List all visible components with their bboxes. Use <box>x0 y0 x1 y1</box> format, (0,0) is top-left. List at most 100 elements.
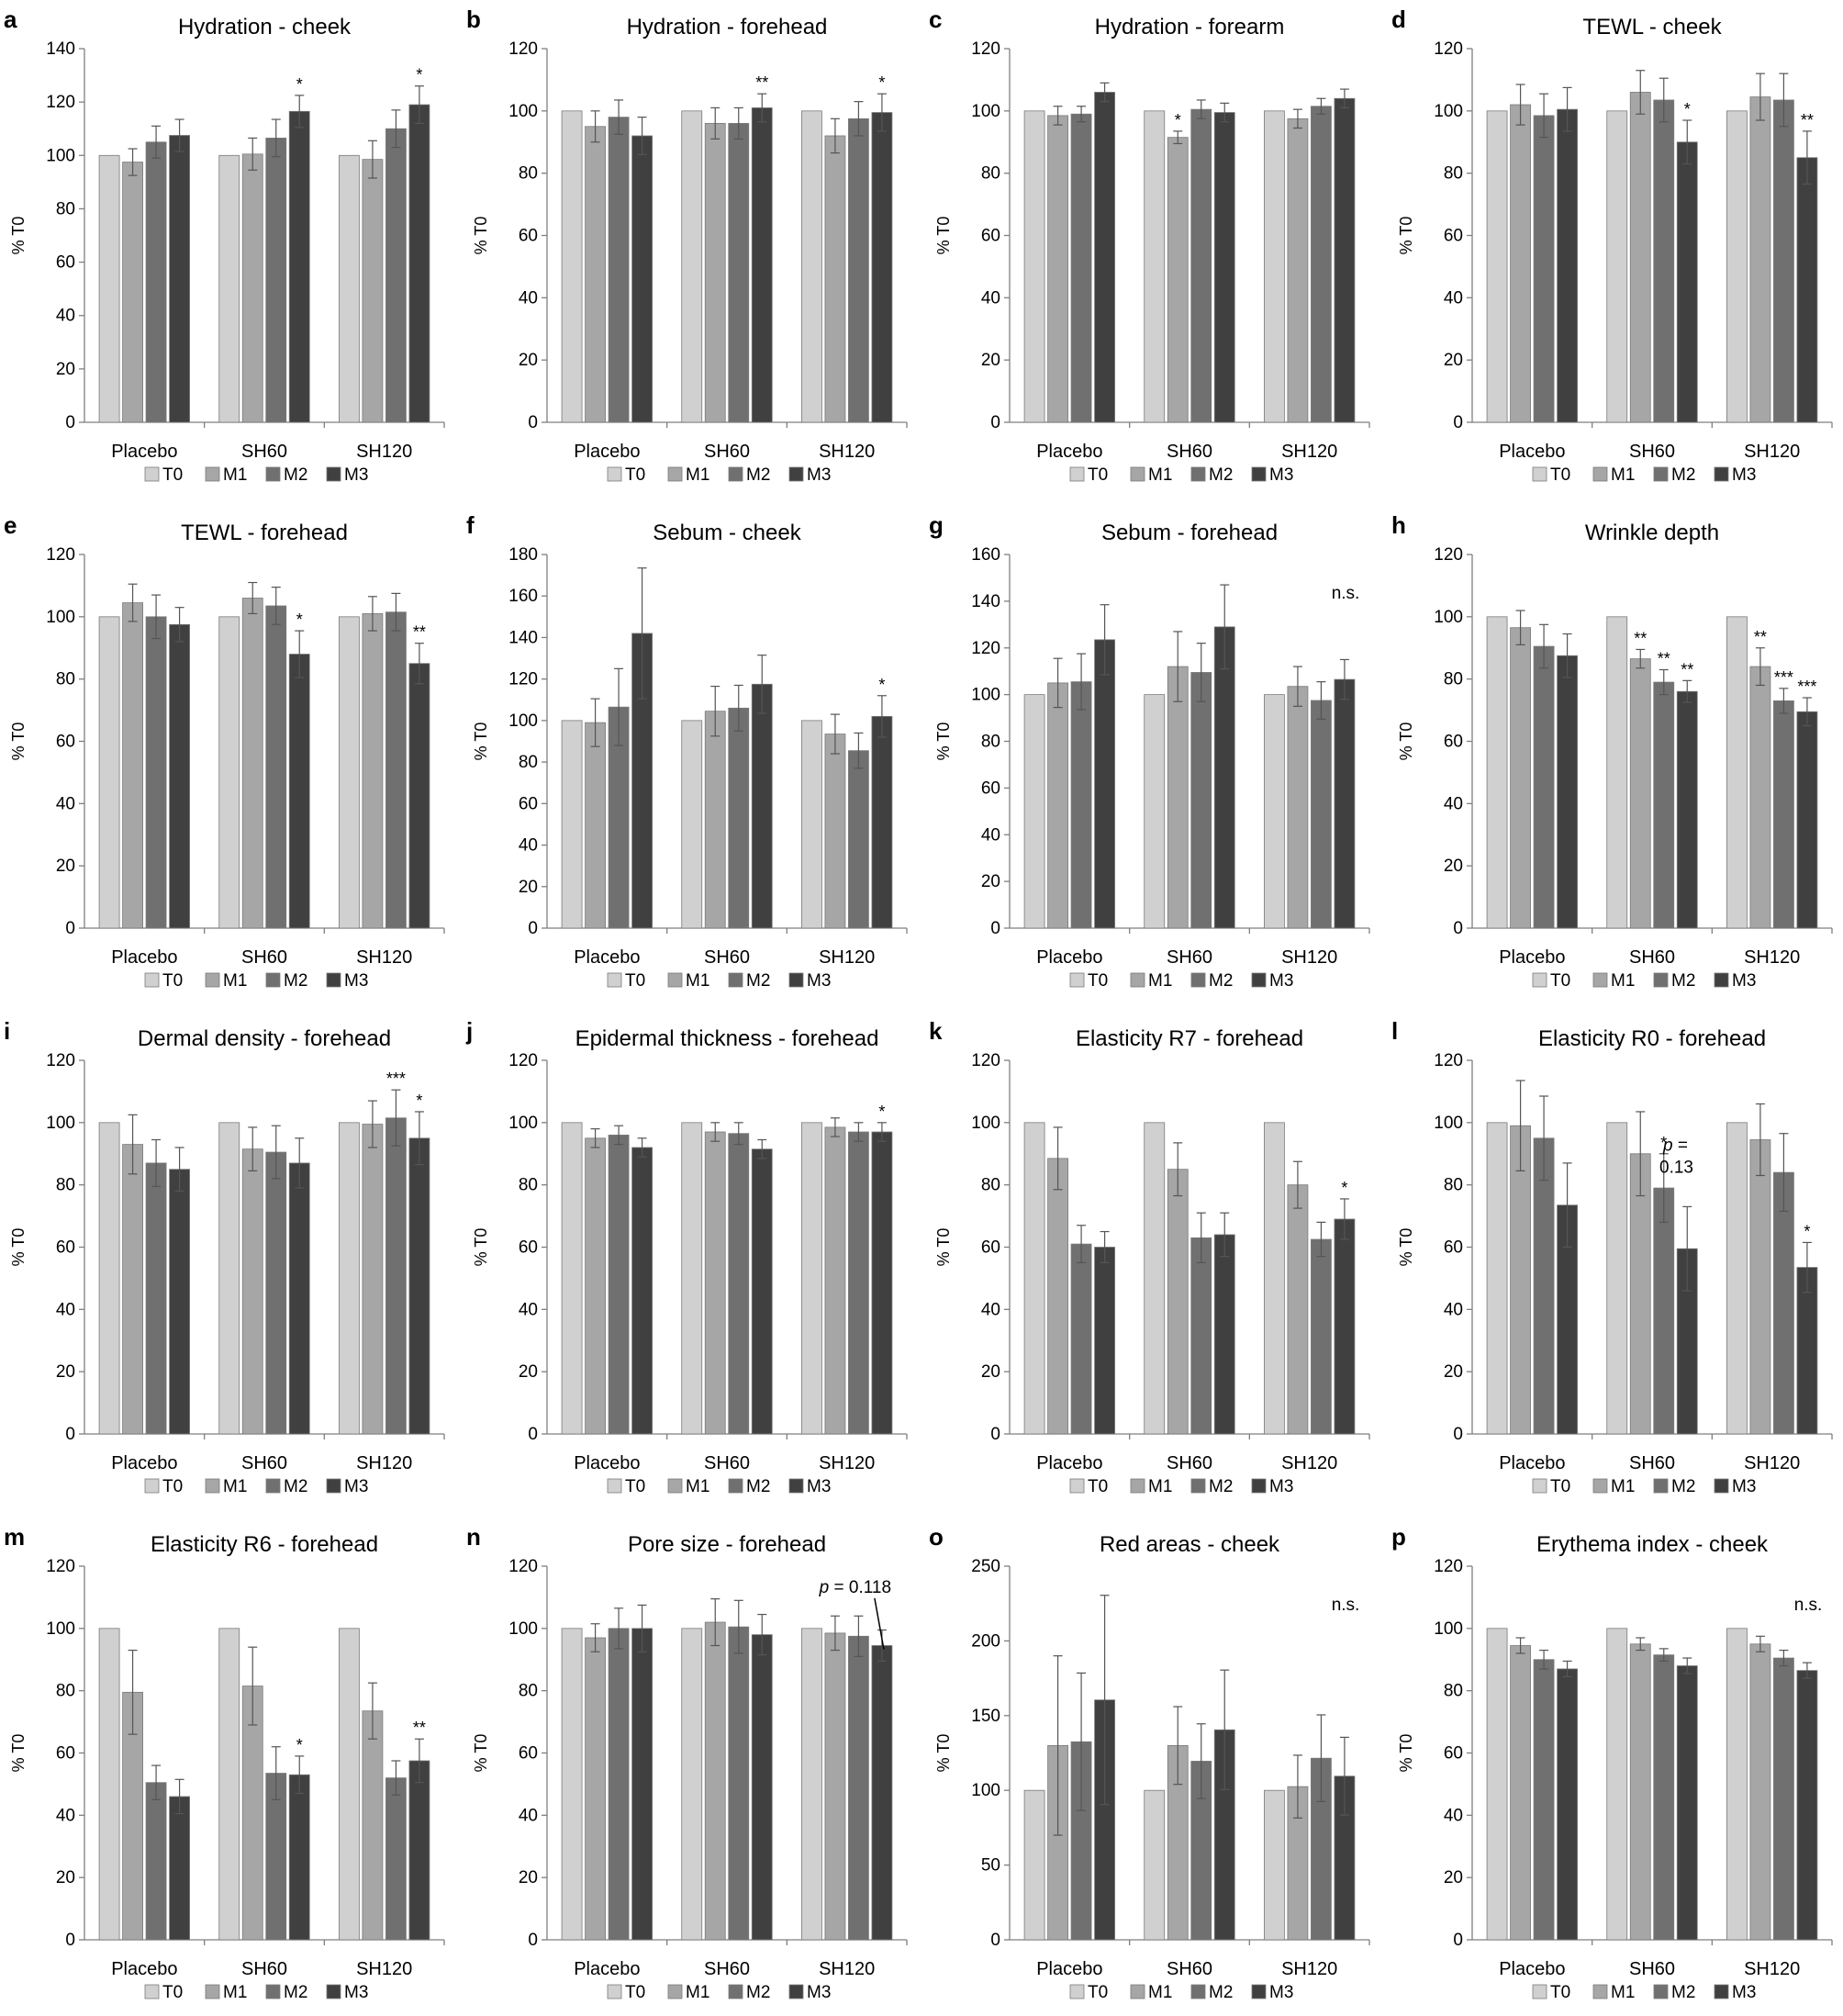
legend-label: M2 <box>284 971 307 991</box>
legend-swatch-M1 <box>667 466 683 482</box>
y-tick-label: 0 <box>990 1425 1000 1444</box>
y-tick-label: 80 <box>519 753 538 772</box>
bar-M2 <box>1070 681 1092 929</box>
y-tick-label: 40 <box>56 794 75 813</box>
p-value: 0.13 <box>1659 1158 1693 1177</box>
bar-T0 <box>339 154 360 423</box>
bar-M1 <box>362 613 384 929</box>
legend-swatch-M2 <box>728 972 743 988</box>
bar-M1 <box>585 1137 606 1435</box>
category-label: SH120 <box>1281 1453 1337 1473</box>
panel-letter: b <box>466 6 481 33</box>
bar-M2 <box>145 616 167 929</box>
legend-label: M2 <box>746 1477 770 1496</box>
legend-swatch-M1 <box>1592 1984 1608 1999</box>
bar-M3 <box>1213 626 1235 929</box>
y-tick-label: 20 <box>1444 351 1463 370</box>
y-axis-label: % T0 <box>9 1228 28 1267</box>
bar-T0 <box>1023 694 1045 929</box>
y-tick-label: 0 <box>528 1931 538 1950</box>
legend-label: M1 <box>1148 1477 1172 1496</box>
category-label: SH60 <box>1167 1959 1212 1979</box>
bar-M2 <box>1773 1657 1794 1941</box>
y-tick-label: 20 <box>56 360 75 379</box>
y-tick-label: 60 <box>56 253 75 273</box>
significance-label: ** <box>1681 660 1693 678</box>
legend-swatch-M3 <box>326 1984 341 1999</box>
category-label: SH60 <box>1167 947 1212 968</box>
legend-label: M1 <box>1611 971 1635 991</box>
category-label: SH60 <box>241 947 287 968</box>
y-tick-label: 0 <box>1453 1425 1463 1444</box>
legend-swatch-T0 <box>1532 1478 1547 1494</box>
category-label: SH120 <box>1281 1959 1337 1979</box>
bar-T0 <box>681 1122 703 1435</box>
legend-swatch-M3 <box>1251 972 1267 988</box>
category-label: SH120 <box>819 442 875 462</box>
bar-M2 <box>1190 672 1212 929</box>
legend-swatch-T0 <box>1069 1478 1085 1494</box>
category-label: SH120 <box>819 947 875 968</box>
panel-c: c Hydration - forearm 0 20 40 60 80 100 120 % T0 P… <box>929 6 1370 485</box>
legend-swatch-M1 <box>1592 466 1608 482</box>
bar-M1 <box>1167 1169 1189 1435</box>
legend-swatch-M3 <box>1714 1478 1729 1494</box>
legend-swatch-M1 <box>205 1984 220 1999</box>
bar-M2 <box>1773 99 1794 423</box>
panel-b: b Hydration - forehead 0 20 40 60 80 100 120 % T0… <box>466 6 908 485</box>
legend-label: M1 <box>1611 465 1635 485</box>
legend-swatch-T0 <box>607 1984 622 1999</box>
category-label: Placebo <box>574 1453 640 1473</box>
legend-swatch-M2 <box>1190 972 1206 988</box>
y-tick-label: 40 <box>1444 1300 1463 1319</box>
bar-M2 <box>848 750 869 929</box>
legend-swatch-M1 <box>205 466 220 482</box>
y-tick-label: 80 <box>981 164 1000 184</box>
y-tick-label: 60 <box>56 733 75 752</box>
bar-T0 <box>561 1628 583 1941</box>
bar-M2 <box>265 605 287 929</box>
bar-M1 <box>1047 1158 1068 1435</box>
y-tick-label: 120 <box>508 1051 538 1070</box>
y-tick-label: 120 <box>508 670 538 689</box>
p-equals: = <box>829 1578 849 1597</box>
y-tick-label: 60 <box>1444 227 1463 246</box>
panel-e: e TEWL - forehead 0 20 40 60 80 100 120 % T0 Place… <box>4 511 445 991</box>
legend-label: M2 <box>1209 1477 1233 1496</box>
bar-M2 <box>1653 1654 1675 1941</box>
y-tick-label: 120 <box>46 1051 75 1070</box>
chart-title: TEWL - cheek <box>1582 15 1722 39</box>
bar-M2 <box>728 122 750 423</box>
y-tick-label: 60 <box>56 1744 75 1764</box>
legend-swatch-T0 <box>144 972 160 988</box>
legend-swatch-M1 <box>667 1984 683 1999</box>
bar-M3 <box>1676 1665 1698 1941</box>
legend-swatch-M1 <box>1130 972 1145 988</box>
bar-M1 <box>1047 682 1068 929</box>
significance-label: *** <box>1797 678 1816 696</box>
legend-swatch-T0 <box>144 1984 160 1999</box>
category-label: Placebo <box>1499 442 1565 462</box>
category-label: Placebo <box>1499 1453 1565 1473</box>
legend-label: T0 <box>625 465 645 485</box>
significance-label: * <box>1804 1222 1810 1240</box>
category-label: SH120 <box>1281 442 1337 462</box>
legend-swatch-M2 <box>1653 1984 1669 1999</box>
y-tick-label: 60 <box>1444 1238 1463 1258</box>
legend-swatch-M1 <box>1130 466 1145 482</box>
chart-title: Red areas - cheek <box>1100 1532 1280 1557</box>
y-tick-label: 20 <box>56 1362 75 1382</box>
p-symbol: p <box>1662 1136 1673 1155</box>
bar-M3 <box>288 654 310 929</box>
legend-label: M1 <box>686 1477 709 1496</box>
p-value-annotation: p = 0.118 <box>819 1578 891 1597</box>
y-tick-label: 40 <box>1444 288 1463 308</box>
bar-T0 <box>1606 1628 1628 1941</box>
category-label: SH120 <box>1744 1959 1800 1979</box>
legend-label: M2 <box>284 1477 307 1496</box>
category-label: SH60 <box>1629 1959 1675 1979</box>
bar-M1 <box>1287 1184 1309 1435</box>
bar-T0 <box>339 1122 360 1435</box>
bar-M2 <box>1533 115 1555 423</box>
bar-M1 <box>1510 627 1531 929</box>
